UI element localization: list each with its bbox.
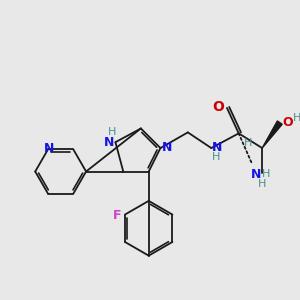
- Text: N: N: [44, 142, 54, 155]
- Text: N: N: [103, 136, 114, 149]
- Text: N: N: [162, 141, 172, 154]
- Polygon shape: [262, 121, 282, 148]
- Text: H: H: [244, 138, 253, 148]
- Text: H: H: [293, 113, 300, 123]
- Text: F: F: [113, 209, 122, 222]
- Text: N: N: [251, 168, 262, 181]
- Text: O: O: [282, 116, 293, 129]
- Text: H: H: [212, 152, 220, 162]
- Text: H: H: [108, 128, 117, 137]
- Text: O: O: [212, 100, 224, 114]
- Text: N: N: [212, 141, 222, 154]
- Text: H: H: [262, 169, 270, 179]
- Text: H: H: [258, 179, 266, 189]
